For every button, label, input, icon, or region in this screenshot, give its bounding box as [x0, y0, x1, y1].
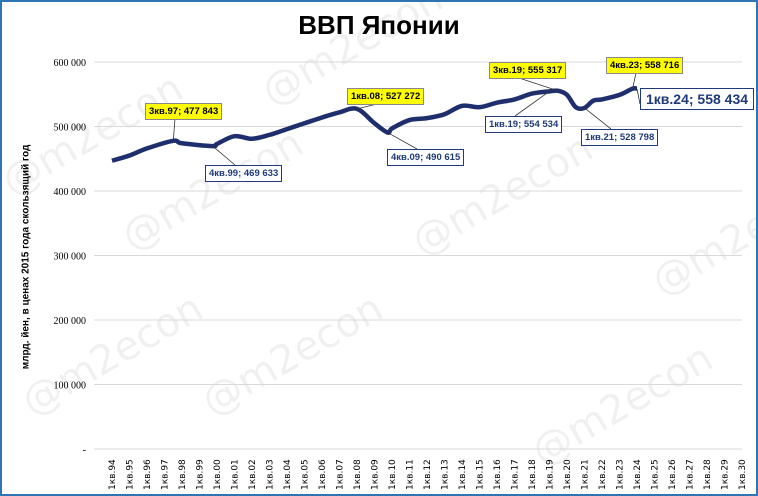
y-tick-label: 600 000 — [54, 58, 87, 69]
leader-line — [387, 132, 418, 150]
x-tick-label: 1кв.21 — [581, 459, 591, 490]
x-tick-label: 1кв.24 — [633, 459, 643, 490]
x-tick-label: 1кв.17 — [511, 459, 521, 490]
leader-line — [518, 77, 559, 92]
x-tick-label: 1кв.00 — [213, 459, 223, 490]
data-label: 1кв.21; 528 798 — [581, 129, 659, 146]
x-tick-label: 1кв.14 — [458, 459, 468, 490]
x-tick-label: 1кв.01 — [231, 459, 241, 490]
leader-line — [172, 118, 176, 141]
x-tick-label: 1кв.19 — [546, 459, 556, 490]
x-tick-label: 1кв.05 — [301, 459, 311, 490]
leader-line — [632, 72, 637, 89]
data-label: 1кв.24; 558 434 — [640, 88, 755, 110]
x-tick-label: 1кв.94 — [108, 459, 118, 490]
x-tick-label: 1кв.16 — [493, 459, 503, 490]
x-tick-label: 1кв.06 — [318, 459, 328, 490]
x-tick-label: 1кв.26 — [668, 459, 678, 490]
x-tick-label: 1кв.23 — [616, 459, 626, 490]
data-label: 1кв.19; 554 534 — [485, 116, 563, 133]
x-tick-label: 1кв.20 — [563, 459, 573, 490]
x-tick-label: 1кв.11 — [406, 459, 416, 490]
data-label: 1кв.08; 527 272 — [347, 88, 425, 105]
y-tick-label: 300 000 — [54, 252, 87, 263]
y-tick-label: 100 000 — [54, 381, 87, 392]
chart-title: ВВП Японии — [298, 10, 460, 40]
leader-line — [636, 88, 641, 105]
x-tick-label: 1кв.29 — [721, 459, 731, 490]
x-tick-label: 1кв.96 — [143, 459, 153, 490]
data-label: 4кв.23; 558 716 — [606, 57, 684, 74]
x-tick-label: 1кв.03 — [266, 459, 276, 490]
leader-line — [514, 91, 550, 117]
x-tick-label: 1кв.25 — [651, 459, 661, 490]
leader-line — [212, 145, 236, 166]
leader-line — [584, 107, 612, 130]
x-tick-label: 1кв.28 — [703, 459, 713, 490]
y-tick-label: 200 000 — [54, 316, 87, 327]
x-tick-label: 1кв.13 — [441, 459, 451, 490]
x-tick-label: 1кв.02 — [248, 459, 258, 490]
y-tick-label: 400 000 — [54, 187, 87, 198]
x-tick-label: 1кв.30 — [738, 459, 748, 490]
x-tick-label: 1кв.09 — [371, 459, 381, 490]
x-tick-label: 1кв.08 — [353, 459, 363, 490]
x-tick-label: 1кв.98 — [178, 459, 188, 490]
x-tick-label: 1кв.07 — [336, 459, 346, 490]
x-tick-label: 1кв.18 — [528, 459, 538, 490]
x-tick-label: 1кв.99 — [196, 459, 206, 490]
x-tick-label: 1кв.12 — [423, 459, 433, 490]
x-tick-label: 1кв.10 — [388, 459, 398, 490]
x-tick-label: 1кв.95 — [126, 459, 136, 490]
y-tick-label: - — [83, 445, 86, 456]
x-tick-label: 1кв.15 — [476, 459, 486, 490]
data-label: 3кв.97; 477 843 — [145, 103, 223, 120]
data-label: 4кв.09; 490 615 — [387, 149, 465, 166]
x-tick-label: 1кв.04 — [283, 459, 293, 490]
x-tick-label: 1кв.27 — [686, 459, 696, 490]
data-label: 4кв.99; 469 633 — [205, 165, 283, 182]
series-line — [111, 85, 638, 163]
y-tick-label: 500 000 — [54, 123, 87, 134]
x-tick-label: 1кв.22 — [598, 459, 608, 490]
data-label: 3кв.19; 555 317 — [489, 62, 567, 79]
x-tick-label: 1кв.97 — [161, 459, 171, 490]
